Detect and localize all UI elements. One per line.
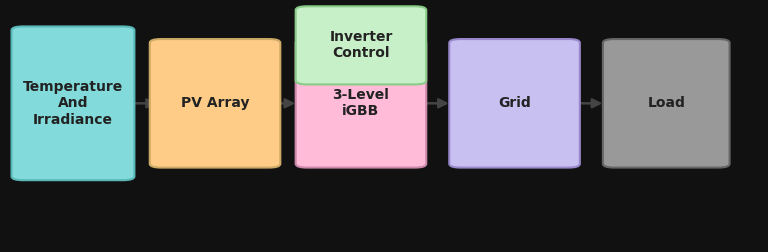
Text: Grid: Grid — [498, 96, 531, 110]
Text: Temperature
And
Irradiance: Temperature And Irradiance — [23, 80, 123, 127]
FancyBboxPatch shape — [449, 39, 580, 168]
Text: Inverter
Control: Inverter Control — [329, 30, 392, 60]
FancyBboxPatch shape — [150, 39, 280, 168]
FancyBboxPatch shape — [603, 39, 730, 168]
FancyBboxPatch shape — [296, 39, 426, 168]
FancyBboxPatch shape — [12, 26, 134, 180]
Text: 3-Level
iGBB: 3-Level iGBB — [333, 88, 389, 118]
Text: Load: Load — [647, 96, 685, 110]
FancyBboxPatch shape — [296, 6, 426, 84]
Text: PV Array: PV Array — [180, 96, 250, 110]
